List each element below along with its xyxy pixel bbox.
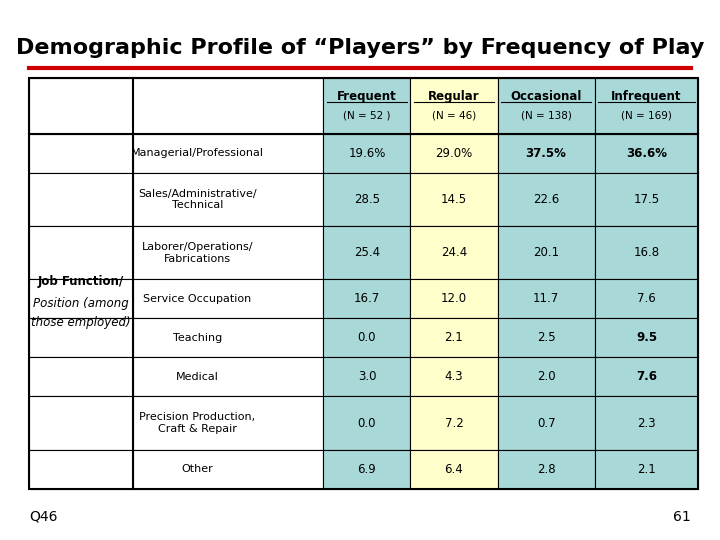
Text: Position (among: Position (among — [33, 296, 129, 309]
Text: 25.4: 25.4 — [354, 246, 380, 259]
Text: Regular: Regular — [428, 90, 480, 103]
Text: 29.0%: 29.0% — [436, 147, 472, 160]
Text: 61: 61 — [673, 510, 691, 524]
Text: Demographic Profile of “Players” by Frequency of Play: Demographic Profile of “Players” by Freq… — [16, 38, 704, 58]
Text: Q46: Q46 — [29, 510, 58, 524]
Text: 6.4: 6.4 — [445, 463, 464, 476]
Text: 20.1: 20.1 — [533, 246, 559, 259]
Text: Medical: Medical — [176, 372, 219, 382]
Text: 22.6: 22.6 — [533, 193, 559, 206]
Text: 12.0: 12.0 — [441, 292, 467, 306]
Text: 2.0: 2.0 — [536, 370, 555, 383]
Text: 14.5: 14.5 — [441, 193, 467, 206]
Text: 17.5: 17.5 — [634, 193, 660, 206]
Text: 11.7: 11.7 — [533, 292, 559, 306]
Text: 7.6: 7.6 — [636, 370, 657, 383]
Text: 7.6: 7.6 — [637, 292, 656, 306]
Text: 4.3: 4.3 — [445, 370, 463, 383]
Text: (N = 46): (N = 46) — [432, 111, 476, 121]
Text: Laborer/Operations/
Fabrications: Laborer/Operations/ Fabrications — [142, 242, 253, 264]
Text: 2.3: 2.3 — [637, 416, 656, 429]
Text: Job Function/: Job Function/ — [37, 275, 124, 288]
Text: 0.0: 0.0 — [358, 332, 376, 345]
Text: 16.8: 16.8 — [634, 246, 660, 259]
Text: Frequent: Frequent — [337, 90, 397, 103]
Text: 7.2: 7.2 — [445, 416, 464, 429]
Text: 36.6%: 36.6% — [626, 147, 667, 160]
Text: 2.1: 2.1 — [637, 463, 656, 476]
Text: 19.6%: 19.6% — [348, 147, 386, 160]
Text: 3.0: 3.0 — [358, 370, 376, 383]
Text: (N = 169): (N = 169) — [621, 111, 672, 121]
Text: Sales/Administrative/
Technical: Sales/Administrative/ Technical — [138, 188, 257, 210]
Text: Occasional: Occasional — [510, 90, 582, 103]
Text: 9.5: 9.5 — [636, 332, 657, 345]
Text: Service Occupation: Service Occupation — [143, 294, 251, 304]
Text: 16.7: 16.7 — [354, 292, 380, 306]
Text: 2.5: 2.5 — [536, 332, 555, 345]
Text: (N = 52 ): (N = 52 ) — [343, 111, 391, 121]
Text: Precision Production,
Craft & Repair: Precision Production, Craft & Repair — [140, 412, 256, 434]
Text: (N = 138): (N = 138) — [521, 111, 572, 121]
Text: 24.4: 24.4 — [441, 246, 467, 259]
Text: 0.0: 0.0 — [358, 416, 376, 429]
Text: Teaching: Teaching — [173, 333, 222, 343]
Text: Managerial/Professional: Managerial/Professional — [131, 148, 264, 158]
Text: Infrequent: Infrequent — [611, 90, 682, 103]
Text: Other: Other — [181, 464, 213, 474]
Text: those employed): those employed) — [31, 315, 130, 328]
Text: 2.1: 2.1 — [445, 332, 464, 345]
Text: 6.9: 6.9 — [358, 463, 377, 476]
Text: 2.8: 2.8 — [536, 463, 555, 476]
Text: 28.5: 28.5 — [354, 193, 380, 206]
Text: 37.5%: 37.5% — [526, 147, 567, 160]
Text: 0.7: 0.7 — [536, 416, 555, 429]
